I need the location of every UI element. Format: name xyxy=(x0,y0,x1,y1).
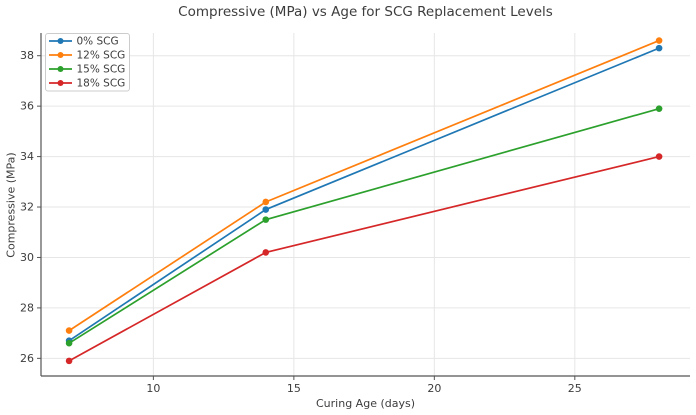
legend-label-0-scg: 0% SCG xyxy=(77,36,119,48)
y-tick-label: 28 xyxy=(20,301,34,314)
data-point-0-scg xyxy=(655,44,663,52)
legend-label-18-scg: 18% SCG xyxy=(77,78,126,90)
x-axis-label: Curing Age (days) xyxy=(316,397,415,410)
data-point-15-scg xyxy=(65,339,73,347)
y-tick-label: 26 xyxy=(20,352,34,365)
data-point-18-scg xyxy=(655,153,663,160)
legend-label-12-scg: 12% SCG xyxy=(77,50,126,62)
data-point-12-scg xyxy=(655,37,663,44)
x-tick-label: 20 xyxy=(427,382,441,395)
data-point-18-scg xyxy=(262,249,270,256)
legend-swatch-marker-0-scg xyxy=(57,38,64,44)
data-point-0-scg xyxy=(262,206,270,213)
x-tick-label: 15 xyxy=(287,382,301,395)
legend-swatch-marker-12-scg xyxy=(57,52,64,58)
series-line-0-scg xyxy=(68,47,660,342)
legend-label-15-scg: 15% SCG xyxy=(77,64,126,76)
y-axis-label: Compressive (MPa) xyxy=(4,152,18,258)
data-point-12-scg xyxy=(65,327,73,334)
data-point-18-scg xyxy=(65,357,73,365)
x-tick-label: 10 xyxy=(146,382,160,395)
y-tick-label: 38 xyxy=(20,49,34,62)
y-tick-label: 30 xyxy=(20,251,34,264)
legend-box xyxy=(45,33,130,92)
data-point-12-scg xyxy=(262,198,270,206)
series-line-18-scg xyxy=(68,155,660,362)
legend-swatch-marker-15-scg xyxy=(57,66,64,72)
data-point-15-scg xyxy=(655,105,663,112)
data-point-15-scg xyxy=(262,216,270,223)
x-tick-label: 25 xyxy=(568,382,582,395)
y-tick-label: 34 xyxy=(20,150,34,163)
y-tick-label: 32 xyxy=(20,201,34,214)
chart-title: Compressive (MPa) vs Age for SCG Replace… xyxy=(178,4,553,20)
legend-swatch-marker-18-scg xyxy=(57,80,64,86)
y-tick-label: 36 xyxy=(20,100,34,113)
